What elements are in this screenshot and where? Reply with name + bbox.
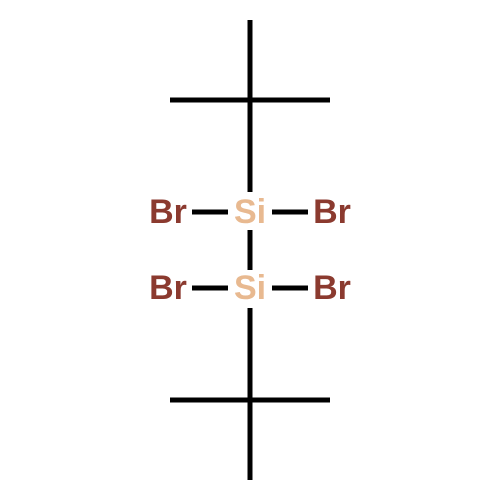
atom-si2: Si — [234, 269, 266, 307]
atom-si1: Si — [234, 193, 266, 231]
bonds-group — [170, 20, 330, 480]
chemical-structure-diagram: Si Si Br Br Br Br — [0, 0, 500, 500]
atom-br2: Br — [313, 193, 351, 231]
atom-br1: Br — [149, 193, 187, 231]
atom-br3: Br — [149, 269, 187, 307]
atom-br4: Br — [313, 269, 351, 307]
